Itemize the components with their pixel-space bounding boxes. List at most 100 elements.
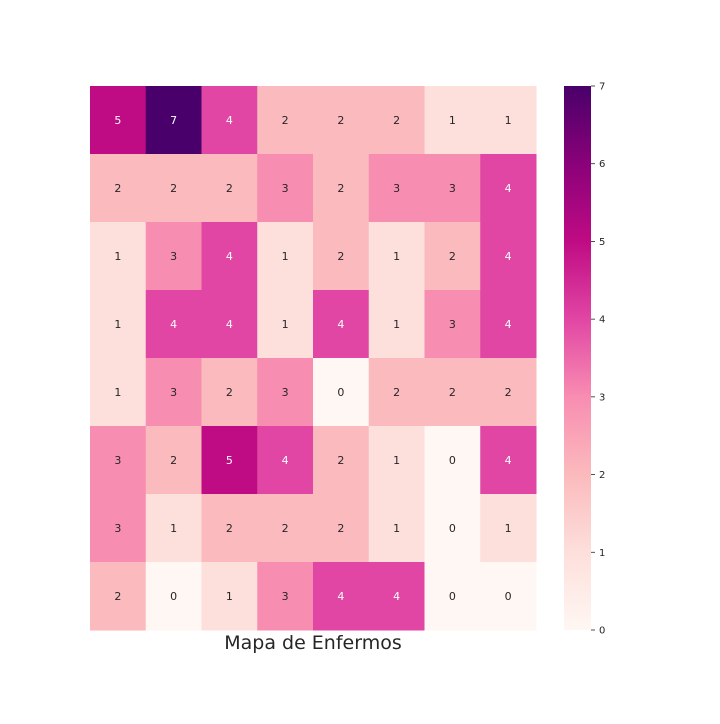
heatmap-cell-label-r1-c7: 4 <box>505 182 512 195</box>
heatmap-cell-label-r0-c0: 5 <box>114 114 121 127</box>
heatmap-cell-label-r3-c6: 3 <box>449 318 456 331</box>
heatmap-cell-r0-c4 <box>313 86 370 155</box>
heatmap-cell-r0-c2 <box>201 86 258 155</box>
heatmap-cell-r2-c6 <box>424 222 481 291</box>
heatmap-cell-label-r4-c0: 1 <box>114 386 121 399</box>
colorbar-tick-label: 7 <box>599 82 605 93</box>
heatmap-cell-label-r1-c3: 3 <box>282 182 289 195</box>
heatmap-cell-label-r6-c0: 3 <box>114 522 121 535</box>
heatmap-cell-r4-c7 <box>480 358 537 427</box>
heatmap-cell-label-r5-c5: 1 <box>393 454 400 467</box>
heatmap-cell-r7-c1 <box>145 562 202 631</box>
heatmap-cell-r4-c1 <box>145 358 202 427</box>
heatmap-cell-label-r6-c7: 1 <box>505 522 512 535</box>
heatmap-cell-label-r4-c6: 2 <box>449 386 456 399</box>
heatmap-cells <box>90 86 537 631</box>
heatmap-cell-r0-c0 <box>90 86 147 155</box>
heatmap-cell-label-r7-c4: 4 <box>337 590 344 603</box>
heatmap-cell-label-r7-c0: 2 <box>114 590 121 603</box>
heatmap-cell-r4-c2 <box>201 358 258 427</box>
heatmap-cell-label-r3-c4: 4 <box>337 318 344 331</box>
heatmap-cell-label-r6-c1: 1 <box>170 522 177 535</box>
heatmap-cell-label-r1-c4: 2 <box>337 182 344 195</box>
heatmap-cell-label-r0-c7: 1 <box>505 114 512 127</box>
heatmap-cell-label-r5-c1: 2 <box>170 454 177 467</box>
heatmap-cell-r4-c6 <box>424 358 481 427</box>
heatmap-cell-r6-c3 <box>257 494 314 563</box>
heatmap-cell-r3-c7 <box>480 290 537 359</box>
heatmap-cell-label-r2-c4: 2 <box>337 250 344 263</box>
heatmap-cell-r6-c4 <box>313 494 370 563</box>
heatmap-cell-label-r0-c2: 4 <box>226 114 233 127</box>
chart-xlabel: Mapa de Enfermos <box>224 632 402 654</box>
heatmap-cell-r1-c6 <box>424 154 481 223</box>
heatmap-cell-label-r2-c2: 4 <box>226 250 233 263</box>
heatmap-cell-labels: 5 7 4 2 2 2 1 1 2 2 2 3 2 3 3 4 1 3 4 1 2 1 2 4 1 4 4 1 4 1 3 4 1 3 2 3 0 2 2 2… <box>114 114 511 603</box>
heatmap-cell-label-r3-c1: 4 <box>170 318 177 331</box>
heatmap-cell-r7-c0 <box>90 562 147 631</box>
heatmap-cell-r7-c2 <box>201 562 258 631</box>
heatmap-cell-label-r6-c3: 2 <box>282 522 289 535</box>
heatmap-cell-r0-c1 <box>145 86 202 155</box>
heatmap-cell-r6-c0 <box>90 494 147 563</box>
heatmap-cell-r2-c0 <box>90 222 147 291</box>
colorbar: 0 1 2 3 4 5 6 7 <box>564 82 605 637</box>
heatmap-cell-label-r5-c0: 3 <box>114 454 121 467</box>
heatmap-cell-r3-c4 <box>313 290 370 359</box>
heatmap-cell-label-r3-c0: 1 <box>114 318 121 331</box>
heatmap-cell-label-r1-c6: 3 <box>449 182 456 195</box>
heatmap-cell-label-r3-c2: 4 <box>226 318 233 331</box>
heatmap-cell-label-r0-c5: 2 <box>393 114 400 127</box>
heatmap-cell-label-r4-c3: 3 <box>282 386 289 399</box>
heatmap-cell-r4-c4 <box>313 358 370 427</box>
heatmap-cell-r0-c5 <box>368 86 425 155</box>
heatmap-cell-r5-c6 <box>424 426 481 495</box>
heatmap-cell-r7-c4 <box>313 562 370 631</box>
colorbar-tick-label: 0 <box>599 626 605 637</box>
heatmap-cell-r1-c4 <box>313 154 370 223</box>
heatmap-cell-r0-c3 <box>257 86 314 155</box>
heatmap-cell-r6-c1 <box>145 494 202 563</box>
heatmap-cell-r4-c3 <box>257 358 314 427</box>
heatmap-cell-label-r1-c5: 3 <box>393 182 400 195</box>
heatmap-cell-label-r2-c7: 4 <box>505 250 512 263</box>
heatmap-cell-r3-c3 <box>257 290 314 359</box>
colorbar-tick-label: 5 <box>599 237 605 248</box>
heatmap-cell-label-r0-c4: 2 <box>337 114 344 127</box>
colorbar-tick-label: 3 <box>599 392 605 403</box>
heatmap-cell-label-r5-c6: 0 <box>449 454 456 467</box>
heatmap-cell-r5-c0 <box>90 426 147 495</box>
heatmap-cell-label-r0-c6: 1 <box>449 114 456 127</box>
heatmap-cell-r6-c5 <box>368 494 425 563</box>
heatmap-cell-label-r4-c2: 2 <box>226 386 233 399</box>
heatmap-cell-label-r7-c6: 0 <box>449 590 456 603</box>
heatmap-cell-r2-c1 <box>145 222 202 291</box>
heatmap-cell-label-r4-c1: 3 <box>170 386 177 399</box>
heatmap-cell-label-r0-c1: 7 <box>170 114 177 127</box>
heatmap-cell-r0-c7 <box>480 86 537 155</box>
heatmap-cell-r7-c7 <box>480 562 537 631</box>
heatmap-cell-label-r2-c0: 1 <box>114 250 121 263</box>
heatmap-cell-r3-c0 <box>90 290 147 359</box>
colorbar-tick-label: 4 <box>599 315 605 326</box>
heatmap-cell-label-r2-c6: 2 <box>449 250 456 263</box>
heatmap-cell-r4-c0 <box>90 358 147 427</box>
heatmap-cell-label-r2-c5: 1 <box>393 250 400 263</box>
colorbar-gradient <box>564 86 591 630</box>
heatmap-cell-label-r6-c6: 0 <box>449 522 456 535</box>
heatmap-cell-label-r7-c5: 4 <box>393 590 400 603</box>
heatmap-cell-r0-c6 <box>424 86 481 155</box>
heatmap-cell-label-r1-c0: 2 <box>114 182 121 195</box>
heatmap-cell-label-r3-c7: 4 <box>505 318 512 331</box>
heatmap-cell-r1-c3 <box>257 154 314 223</box>
heatmap-cell-r3-c6 <box>424 290 481 359</box>
heatmap-cell-r1-c2 <box>201 154 258 223</box>
heatmap-cell-label-r0-c3: 2 <box>282 114 289 127</box>
heatmap-cell-r6-c7 <box>480 494 537 563</box>
heatmap-cell-label-r3-c5: 1 <box>393 318 400 331</box>
heatmap-cell-r4-c5 <box>368 358 425 427</box>
colorbar-tick-label: 6 <box>599 159 605 170</box>
heatmap-cell-r6-c2 <box>201 494 258 563</box>
heatmap-cell-r1-c1 <box>145 154 202 223</box>
